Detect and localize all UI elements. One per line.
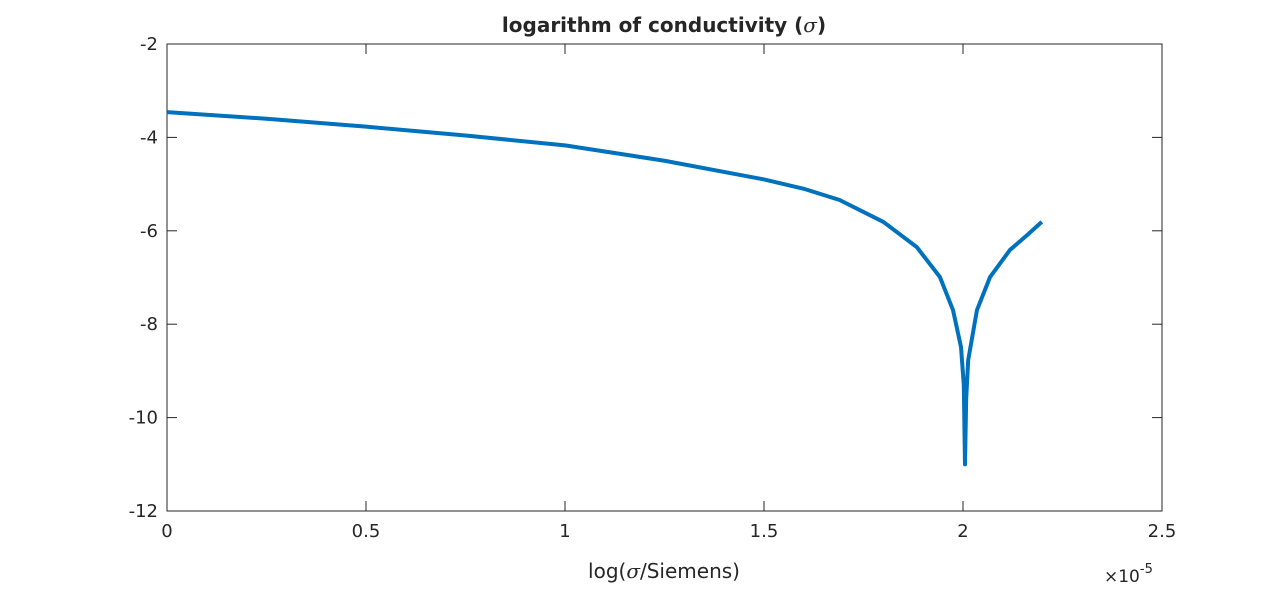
plot-area [166, 43, 1163, 512]
x-tick-label: 1 [559, 521, 570, 542]
y-tick-label: -10 [129, 408, 158, 429]
x-exponent-label: ×10-5 [1104, 562, 1153, 587]
y-tick-label: -4 [140, 127, 158, 148]
x-tick-label: 0 [161, 521, 172, 542]
x-tick-label: 1.5 [750, 521, 779, 542]
y-tick-label: -2 [140, 34, 158, 55]
x-tick-label: 2.5 [1148, 521, 1177, 542]
series-line [166, 110, 1044, 467]
x-axis-label: log(σ/Siemens) [588, 559, 740, 583]
y-tick-label: -12 [129, 501, 158, 522]
chart-title: logarithm of conductivity (σ) [502, 13, 826, 37]
x-tick-label: 0.5 [352, 521, 381, 542]
y-tick-label: -8 [140, 314, 158, 335]
x-tick-label: 2 [957, 521, 968, 542]
y-tick-label: -6 [140, 221, 158, 242]
